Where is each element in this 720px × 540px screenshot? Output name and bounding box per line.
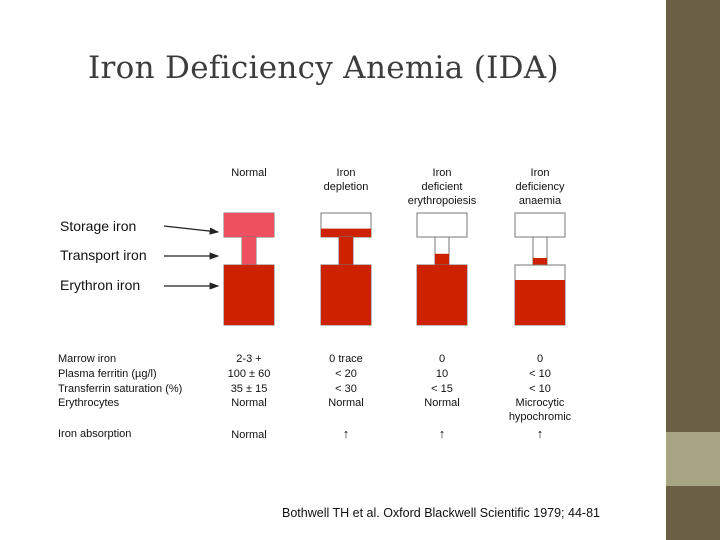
stage-header-line: erythropoiesis [408,195,477,207]
storage-compartment [320,212,372,238]
erythron-compartment [514,264,566,326]
storage-compartment [514,212,566,238]
sidebar-dark-top [666,0,720,432]
stage-header-line: depletion [324,181,369,193]
stage-header-line: Iron [337,167,356,179]
transport-compartment [532,236,548,266]
erythron-compartment [320,264,372,326]
table-column-3: 0 < 10 < 10 Microcytic hypochromic ↑ [509,353,572,441]
storage-compartment [416,212,468,238]
table-cell: hypochromic [509,411,572,423]
table-cell: Microcytic [516,397,565,409]
stage-column-1: Iron depletion [320,167,372,326]
transport-fill [339,237,353,265]
absorption-cell: ↑ [439,426,446,441]
storage-outline [416,212,468,238]
transport-fill [242,237,256,265]
table-cell: < 20 [335,368,357,380]
table-cell: 35 ± 15 [231,383,268,395]
table-cell: Normal [231,397,266,409]
row-label-transferrin-saturation: Transferrin saturation (%) [58,383,182,395]
transport-compartment [434,236,450,266]
stage-column-3: Iron deficiency anaemia [514,167,566,326]
transport-fill [435,253,449,265]
transport-fill [533,258,547,265]
stage-header-line: Iron [531,167,550,179]
erythron-fill [321,265,371,325]
row-label-marrow-iron: Marrow iron [58,353,116,365]
transport-compartment [338,236,354,266]
table-cell: Normal [328,397,363,409]
storage-iron-label: Storage iron [60,218,136,234]
transport-compartment [241,236,257,266]
table-values-layer: 2-3 + 100 ± 60 35 ± 15 Normal Normal 0 trace <… [228,353,572,441]
row-label-erythrocytes: Erythrocytes [58,397,120,409]
citation: Bothwell TH et al. Oxford Blackwell Scie… [282,506,600,520]
stage-header-line: Iron [433,167,452,179]
table-cell: < 30 [335,383,357,395]
table-cell: Normal [424,397,459,409]
erythron-compartment [416,264,468,326]
table-column-1: 0 trace < 20 < 30 Normal ↑ [328,353,363,441]
table-cell: 0 trace [329,353,363,365]
stage-header-line: Normal [231,167,266,179]
storage-fill [224,213,274,237]
storage-fill [321,228,371,237]
table-row-labels: Marrow iron Plasma ferritin (µg/l) Trans… [58,353,182,440]
table-cell: < 15 [431,383,453,395]
erythron-fill [224,265,274,325]
erythron-fill [515,280,565,325]
erythron-fill [417,265,467,325]
stage-column-2: Iron deficient erythropoiesis [408,167,477,326]
stages-layer: Normal Iron depletion Iron deficient erythrop… [223,167,566,326]
stage-header-line: anaemia [519,195,562,207]
sidebar-dark-bottom [666,486,720,540]
storage-outline [514,212,566,238]
table-cell: 0 [537,353,543,365]
transport-iron-label: Transport iron [60,247,147,263]
erythron-compartment [223,264,275,326]
absorption-cell: Normal [231,429,266,441]
table-cell: 0 [439,353,445,365]
absorption-cell: ↑ [537,426,544,441]
table-cell: 100 ± 60 [228,368,271,380]
slide-title: Iron Deficiency Anemia (IDA) [88,50,559,86]
absorption-cell: ↑ [343,426,350,441]
table-cell: 2-3 + [236,353,261,365]
table-cell: < 10 [529,383,551,395]
storage-compartment [223,212,275,238]
stage-column-0: Normal [223,167,275,326]
row-label-iron-absorption: Iron absorption [58,428,131,440]
sidebar-light-band [666,432,720,486]
table-column-0: 2-3 + 100 ± 60 35 ± 15 Normal Normal [228,353,271,441]
table-cell: < 10 [529,368,551,380]
stage-header-line: deficiency [516,181,565,193]
table-cell: 10 [436,368,448,380]
row-label-plasma-ferritin: Plasma ferritin (µg/l) [58,368,157,380]
erythron-iron-label: Erythron iron [60,277,140,293]
storage-arrow [163,225,220,235]
stage-header-line: deficient [422,181,463,193]
table-column-2: 0 10 < 15 Normal ↑ [424,353,459,441]
